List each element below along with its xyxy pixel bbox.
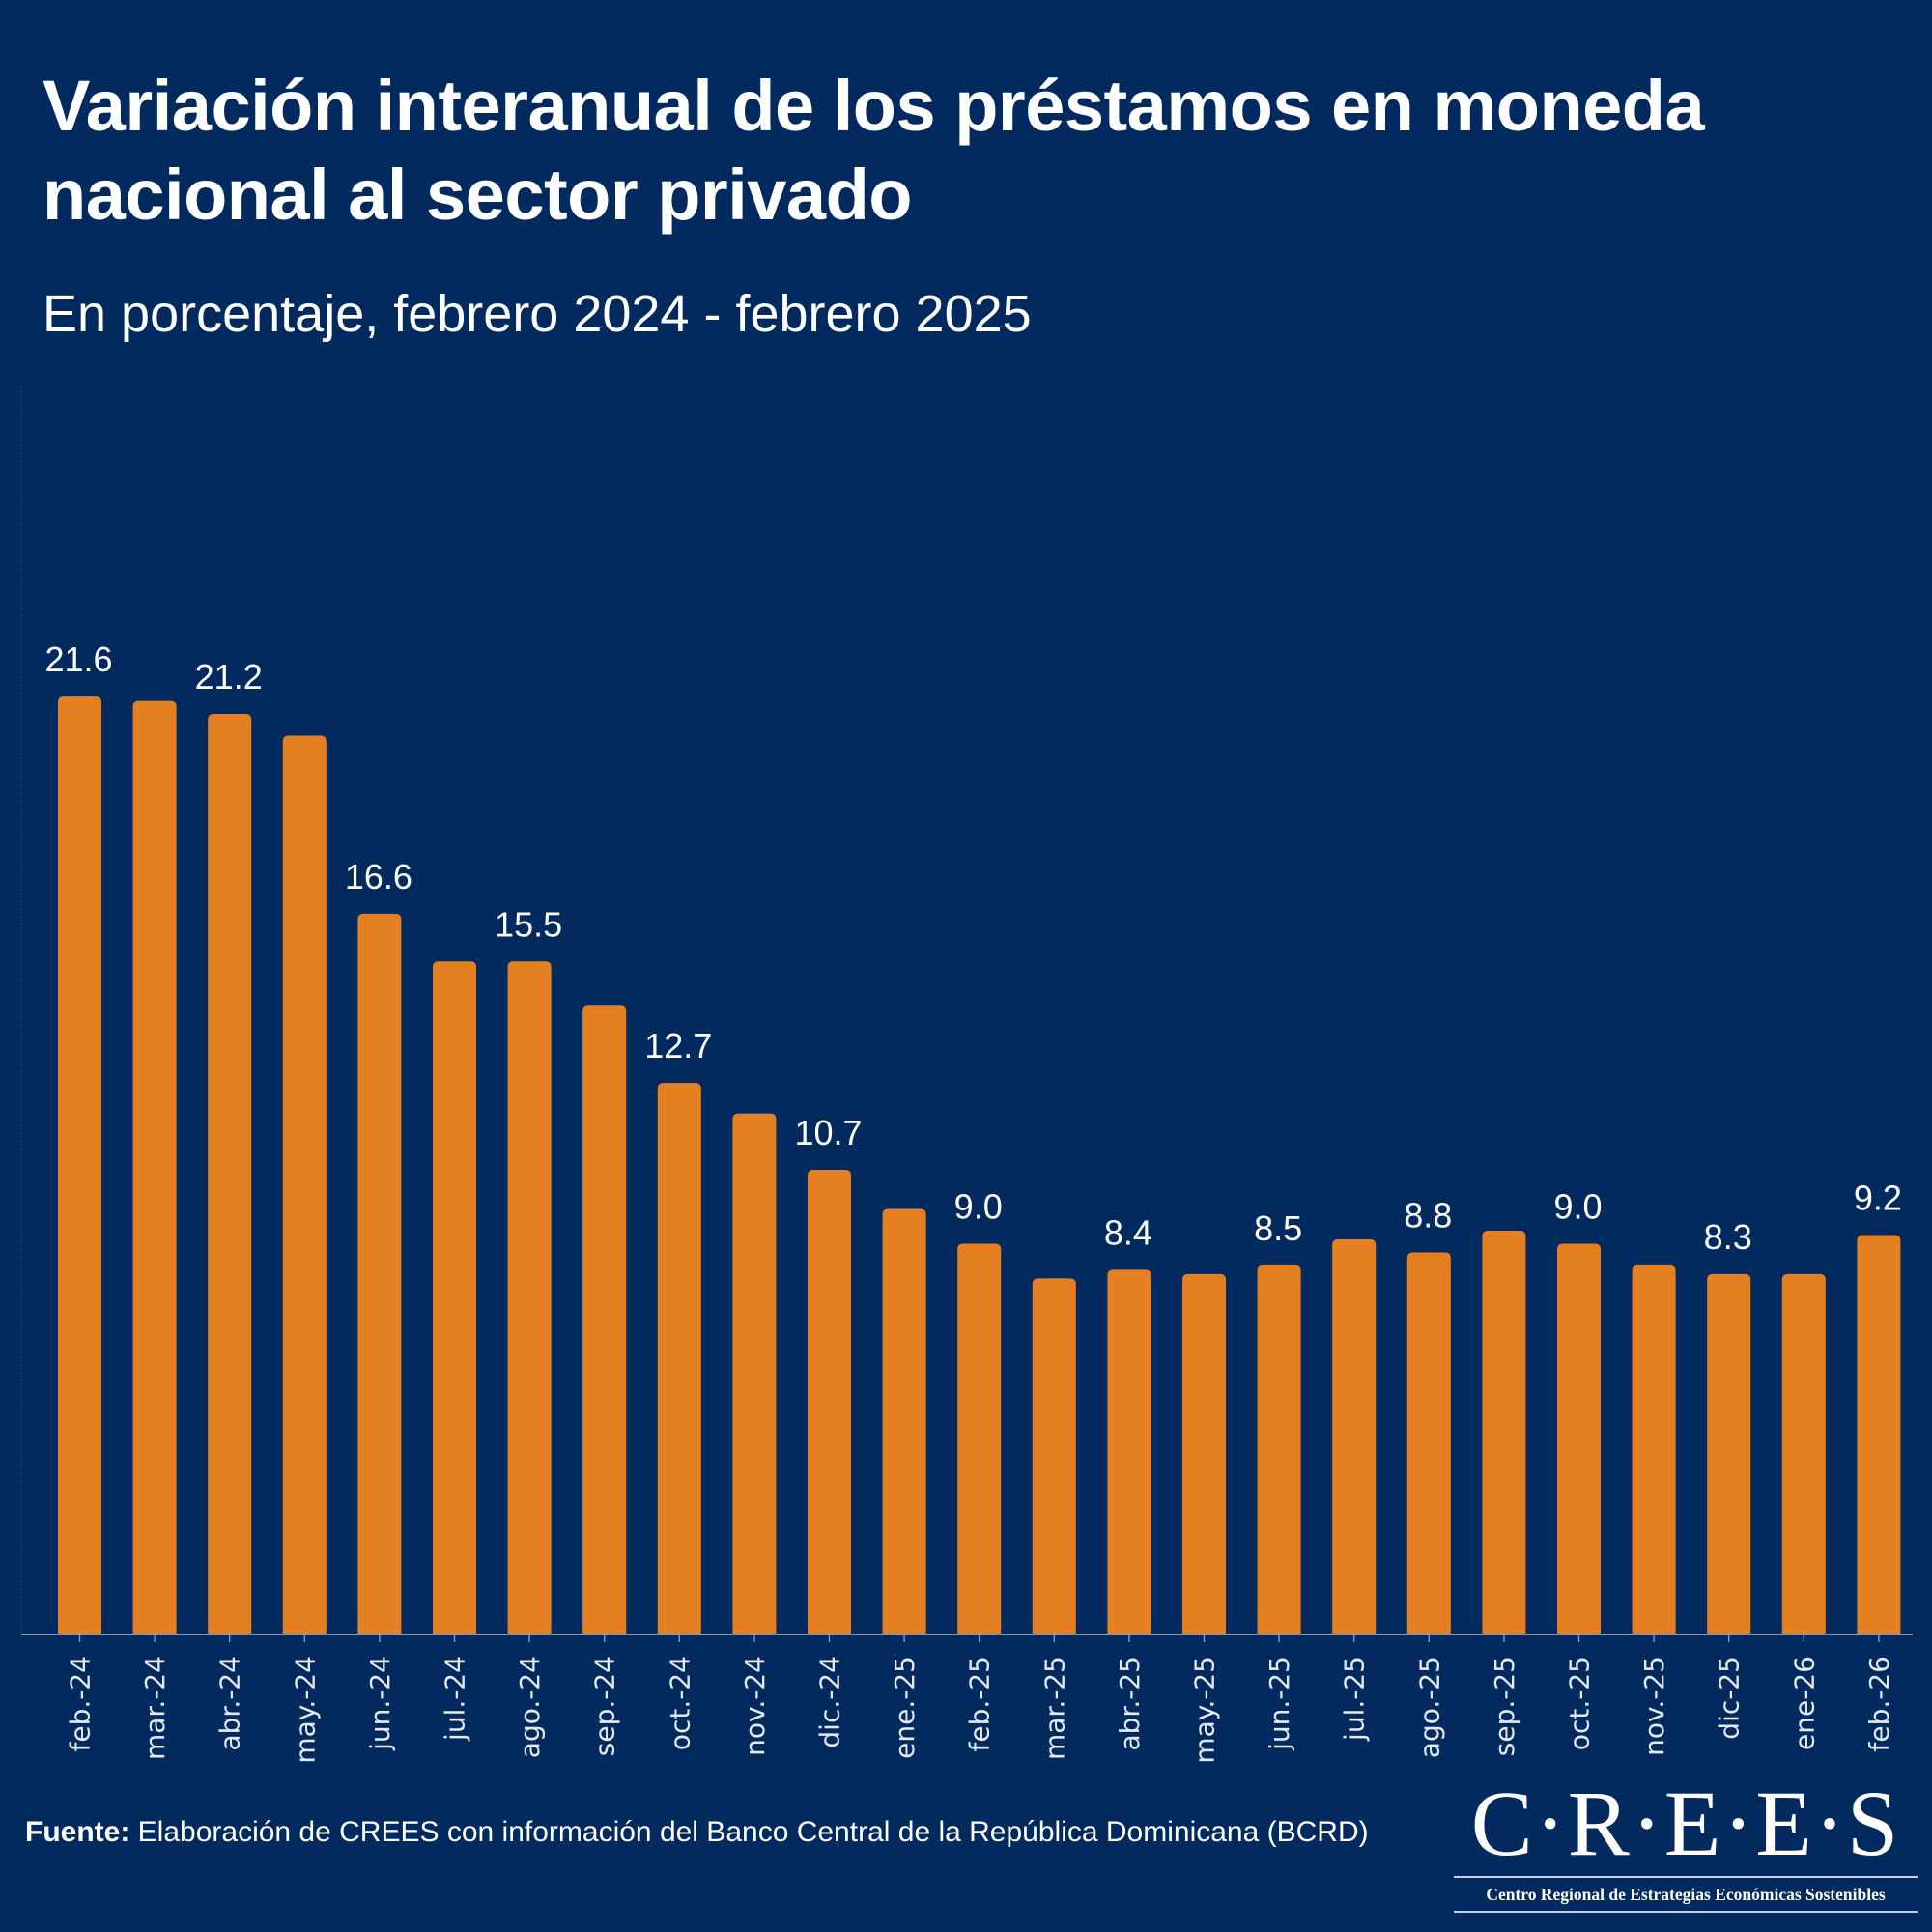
bar-dic-24 (808, 1170, 851, 1634)
logo-wordmark: C·R·E·E·S (1470, 1772, 1901, 1875)
data-label: 12.7 (644, 1026, 712, 1065)
bar-jul-24 (433, 961, 476, 1634)
x-tick-label: abr.-24 (214, 1656, 246, 1751)
bar-jun-24 (357, 913, 402, 1634)
x-tick-label: ene-26 (1788, 1656, 1820, 1750)
x-tick-label: jun.-25 (1264, 1656, 1295, 1751)
x-tick-label: ago.-24 (514, 1656, 546, 1758)
x-tick-label: mar.-25 (1038, 1656, 1070, 1760)
x-tick-label: jul.-24 (440, 1656, 471, 1742)
bar-ene-26 (1781, 1273, 1826, 1634)
x-tick-label: feb.-25 (964, 1656, 996, 1752)
bar-nov-25 (1632, 1264, 1676, 1634)
data-label: 9.2 (1854, 1178, 1902, 1217)
bar-abr-24 (208, 714, 252, 1634)
x-tick-label: may.-25 (1189, 1656, 1221, 1764)
bar-may-24 (282, 735, 327, 1634)
bar-mar-24 (132, 700, 177, 1634)
bar-may-25 (1182, 1273, 1226, 1634)
data-label: 10.7 (794, 1113, 862, 1152)
data-label: 21.2 (195, 657, 263, 696)
x-tick-label: oct.-25 (1564, 1656, 1596, 1750)
data-label: 16.6 (345, 857, 412, 896)
data-label: 21.6 (44, 639, 112, 679)
x-tick-label: may.-24 (289, 1656, 321, 1764)
x-tick-label: sep.-25 (1489, 1656, 1520, 1756)
data-label: 9.0 (954, 1186, 1003, 1226)
x-tick-label: feb.-24 (65, 1656, 97, 1752)
bar-ago-25 (1406, 1252, 1451, 1634)
bar-jul-25 (1332, 1238, 1377, 1634)
x-tick-label: jun.-24 (364, 1656, 396, 1751)
logo-tagline: Centro Regional de Estrategias Económica… (1486, 1885, 1886, 1904)
x-tick-label: jul.-25 (1339, 1656, 1371, 1742)
x-tick-label: oct.-24 (664, 1656, 696, 1750)
data-label: 8.4 (1104, 1212, 1152, 1252)
bar-oct-25 (1557, 1243, 1601, 1634)
source-note: Fuente: Elaboración de CREES con informa… (25, 1808, 1397, 1857)
chart-title: Variación interanual de los préstamos en… (43, 66, 1705, 235)
x-tick-label: dic-25 (1714, 1656, 1746, 1740)
logo-rule-top (1454, 1876, 1918, 1878)
bar-dic-25 (1707, 1273, 1751, 1634)
x-tick-label: feb.-26 (1863, 1656, 1895, 1752)
x-tick-label: sep.-24 (589, 1656, 621, 1756)
bar-abr-25 (1107, 1269, 1151, 1634)
x-tick-label: abr.-25 (1114, 1656, 1146, 1751)
bar-ene-25 (882, 1208, 926, 1634)
logo-rule-bottom (1454, 1911, 1918, 1913)
bar-sep-24 (582, 1005, 627, 1634)
data-label: 8.3 (1704, 1217, 1752, 1257)
x-tick-label: nov.-25 (1638, 1656, 1670, 1756)
bar-feb-24 (58, 696, 101, 1634)
data-label: 9.0 (1553, 1186, 1602, 1226)
bar-nov-24 (732, 1113, 777, 1634)
data-label: 8.8 (1404, 1195, 1452, 1235)
chart-subtitle: En porcentaje, febrero 2024 - febrero 20… (43, 285, 1032, 343)
x-tick-label: ago.-25 (1413, 1656, 1445, 1758)
x-tick-label: nov.-24 (739, 1656, 771, 1756)
bar-oct-24 (657, 1083, 701, 1634)
source-text: Elaboración de CREES con información del… (129, 1816, 1369, 1848)
x-tick-label: ene.-25 (889, 1656, 921, 1759)
bar-mar-25 (1032, 1278, 1076, 1634)
bar-feb-25 (957, 1243, 1002, 1634)
x-tick-label: dic.-24 (814, 1656, 846, 1748)
x-tick-label: mar.-24 (139, 1656, 171, 1760)
bar-jun-25 (1257, 1264, 1301, 1634)
source-label: Fuente: (25, 1816, 130, 1848)
bar-ago-24 (507, 961, 552, 1634)
bar-sep-25 (1482, 1230, 1526, 1634)
crees-logo: C·R·E·E·S Centro Regional de Estrategias… (1454, 1776, 1918, 1917)
data-label: 8.5 (1254, 1208, 1302, 1248)
bar-feb-26 (1857, 1235, 1901, 1634)
data-label: 15.5 (495, 904, 562, 944)
